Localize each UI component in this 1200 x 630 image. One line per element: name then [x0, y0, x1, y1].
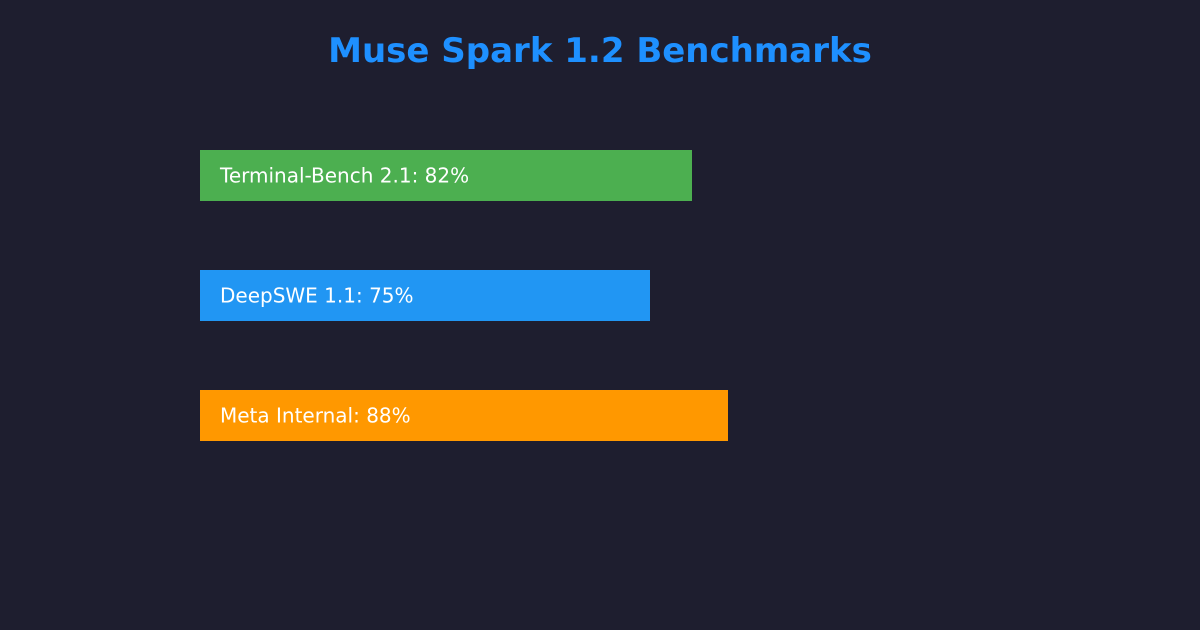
bar-deepswe-1-1: [200, 270, 650, 321]
bar-data-label: Terminal-Bench 2.1: 82%: [219, 164, 469, 188]
chart-title: Muse Spark 1.2 Benchmarks: [328, 31, 872, 71]
bar-data-label: DeepSWE 1.1: 75%: [220, 284, 414, 308]
bar-meta-internal: [200, 390, 728, 441]
bar-terminal-bench-2-1: [200, 150, 692, 201]
bar-data-label: Meta Internal: 88%: [220, 404, 411, 428]
